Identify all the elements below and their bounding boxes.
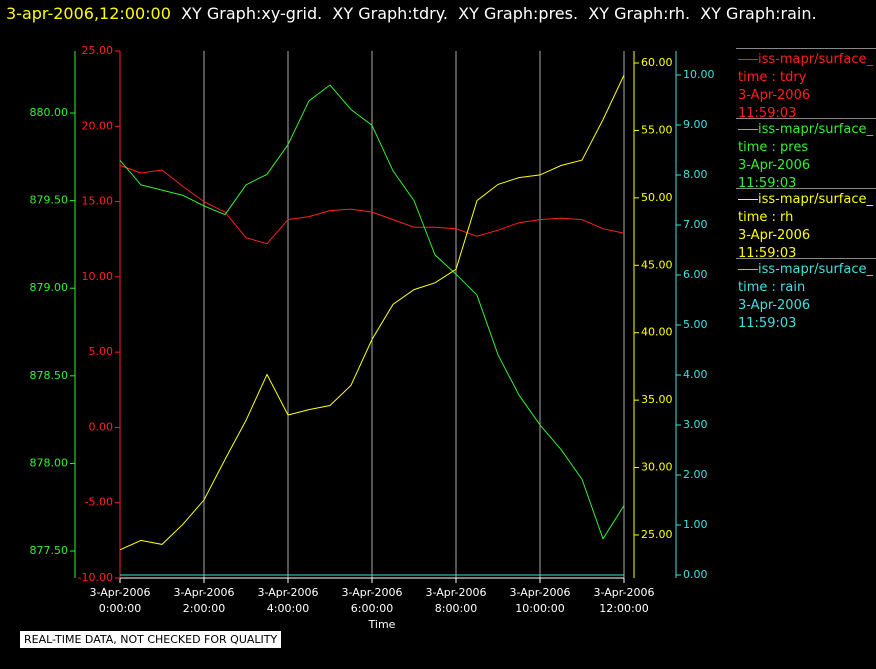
y-tick-label: 878.00 xyxy=(30,456,69,469)
y-tick-label: 25.00 xyxy=(641,528,673,541)
x-tick-label-line: 3-Apr-2006 xyxy=(89,586,150,599)
y-tick-label: 6.00 xyxy=(683,268,708,281)
x-axis-label: Time xyxy=(368,618,396,631)
y-tick-label: 5.00 xyxy=(683,318,708,331)
legend-date: 3-Apr-2006 xyxy=(738,228,811,243)
x-tick-label-line: 8:00:00 xyxy=(435,602,477,615)
y-tick-label: 45.00 xyxy=(641,258,673,271)
y-tick-label: -10.00 xyxy=(78,571,113,584)
legend-entry: iss-mapr/surface_time : tdry 3-Apr-2006 11… xyxy=(736,48,876,121)
series-line xyxy=(119,74,625,551)
legend-swatch xyxy=(738,269,758,270)
legend-time: 11:59:03 xyxy=(738,176,797,191)
legend-swatch xyxy=(738,199,758,200)
y-tick-label: 5.00 xyxy=(89,345,114,358)
x-tick-label: 3-Apr-2006 0:00:00 xyxy=(89,586,150,615)
y-tick-label: 2.00 xyxy=(683,468,708,481)
x-tick-label: 3-Apr-2006 10:00:00 xyxy=(509,586,570,615)
legend-name: iss-mapr/surface_ xyxy=(758,192,874,207)
x-tick-label-line: 3-Apr-2006 xyxy=(257,586,318,599)
y-tick-label: 880.00 xyxy=(30,106,69,119)
y-tick-label: 60.00 xyxy=(641,56,673,69)
y-tick-label: -5.00 xyxy=(85,496,113,509)
y-tick-label: 877.50 xyxy=(30,544,69,557)
y-tick-label: 0.00 xyxy=(683,568,708,581)
x-tick-label: 3-Apr-2006 6:00:00 xyxy=(341,586,402,615)
y-tick-label: 25.00 xyxy=(82,44,114,57)
y-tick-label: 3.00 xyxy=(683,418,708,431)
legend-date: 3-Apr-2006 xyxy=(738,158,811,173)
x-tick-label-line: 6:00:00 xyxy=(351,602,393,615)
y-tick-label: 879.50 xyxy=(30,194,69,207)
y-tick-label: 4.00 xyxy=(683,368,708,381)
x-tick-label-line: 3-Apr-2006 xyxy=(509,586,570,599)
header: 3-apr-2006,12:00:00 XY Graph:xy-grid. XY… xyxy=(6,4,817,23)
x-tick-label: 3-Apr-2006 8:00:00 xyxy=(425,586,486,615)
legend-name-row: iss-mapr/surface_ xyxy=(738,261,876,279)
legend-entry: iss-mapr/surface_time : rain 3-Apr-2006 11… xyxy=(736,258,876,328)
y-tick-label: 9.00 xyxy=(683,118,708,131)
y-tick-label: 879.00 xyxy=(30,281,69,294)
legend-detail: time : rain xyxy=(738,280,806,295)
x-tick-label-line: 3-Apr-2006 xyxy=(425,586,486,599)
timestamp: 3-apr-2006,12:00:00 xyxy=(6,4,171,23)
legend-swatch xyxy=(738,59,758,60)
graph-list: XY Graph:xy-grid. XY Graph:tdry. XY Grap… xyxy=(181,4,817,23)
y-tick-label: 35.00 xyxy=(641,393,673,406)
legend-name: iss-mapr/surface_ xyxy=(758,262,874,277)
x-tick-label-line: 3-Apr-2006 xyxy=(341,586,402,599)
y-tick-label: 878.50 xyxy=(30,369,69,382)
x-tick-label-line: 10:00:00 xyxy=(515,602,564,615)
legend-name-row: iss-mapr/surface_ xyxy=(738,191,876,209)
y-tick-label: 7.00 xyxy=(683,218,708,231)
legend-name-row: iss-mapr/surface_ xyxy=(738,121,876,139)
series-line xyxy=(119,164,625,245)
legend-time: 11:59:03 xyxy=(738,246,797,261)
x-tick-label-line: 12:00:00 xyxy=(599,602,648,615)
x-tick-label-line: 0:00:00 xyxy=(99,602,141,615)
legend-name-row: iss-mapr/surface_ xyxy=(738,51,876,69)
y-tick-label: 10.00 xyxy=(683,68,715,81)
legend-entry: iss-mapr/surface_time : rh 3-Apr-2006 11:5… xyxy=(736,188,876,261)
legend-name: iss-mapr/surface_ xyxy=(758,52,874,67)
y-tick-label: 10.00 xyxy=(82,270,114,283)
y-tick-label: 15.00 xyxy=(82,195,114,208)
x-tick-label: 3-Apr-2006 2:00:00 xyxy=(173,586,234,615)
x-tick-label: 3-Apr-2006 12:00:00 xyxy=(593,586,654,615)
x-tick-label-line: 4:00:00 xyxy=(267,602,309,615)
legend-entry: iss-mapr/surface_time : pres 3-Apr-2006 11… xyxy=(736,118,876,191)
legend-time: 11:59:03 xyxy=(738,316,797,328)
y-tick-label: 50.00 xyxy=(641,191,673,204)
y-tick-label: 8.00 xyxy=(683,168,708,181)
legend-name: iss-mapr/surface_ xyxy=(758,122,874,137)
legend-detail: time : pres xyxy=(738,140,809,155)
legend-detail: time : rh xyxy=(738,210,794,225)
legend: iss-mapr/surface_ time : tdry 3-Apr-2006 11… xyxy=(736,48,876,328)
series-line xyxy=(119,84,625,540)
x-tick-label-line: 2:00:00 xyxy=(183,602,225,615)
y-tick-label: 0.00 xyxy=(89,420,114,433)
x-tick-label-line: 3-Apr-2006 xyxy=(593,586,654,599)
y-tick-label: 1.00 xyxy=(683,518,708,531)
x-tick-label-line: 3-Apr-2006 xyxy=(173,586,234,599)
legend-swatch xyxy=(738,129,758,130)
legend-date: 3-Apr-2006 xyxy=(738,88,811,103)
y-tick-label: 20.00 xyxy=(82,119,114,132)
quality-note: REAL-TIME DATA, NOT CHECKED FOR QUALITY xyxy=(20,631,282,648)
legend-detail: time : tdry xyxy=(738,70,807,85)
x-tick-label: 3-Apr-2006 4:00:00 xyxy=(257,586,318,615)
legend-time: 11:59:03 xyxy=(738,106,797,121)
y-tick-label: 40.00 xyxy=(641,326,673,339)
y-tick-label: 55.00 xyxy=(641,123,673,136)
legend-date: 3-Apr-2006 xyxy=(738,298,811,313)
y-tick-label: 30.00 xyxy=(641,461,673,474)
